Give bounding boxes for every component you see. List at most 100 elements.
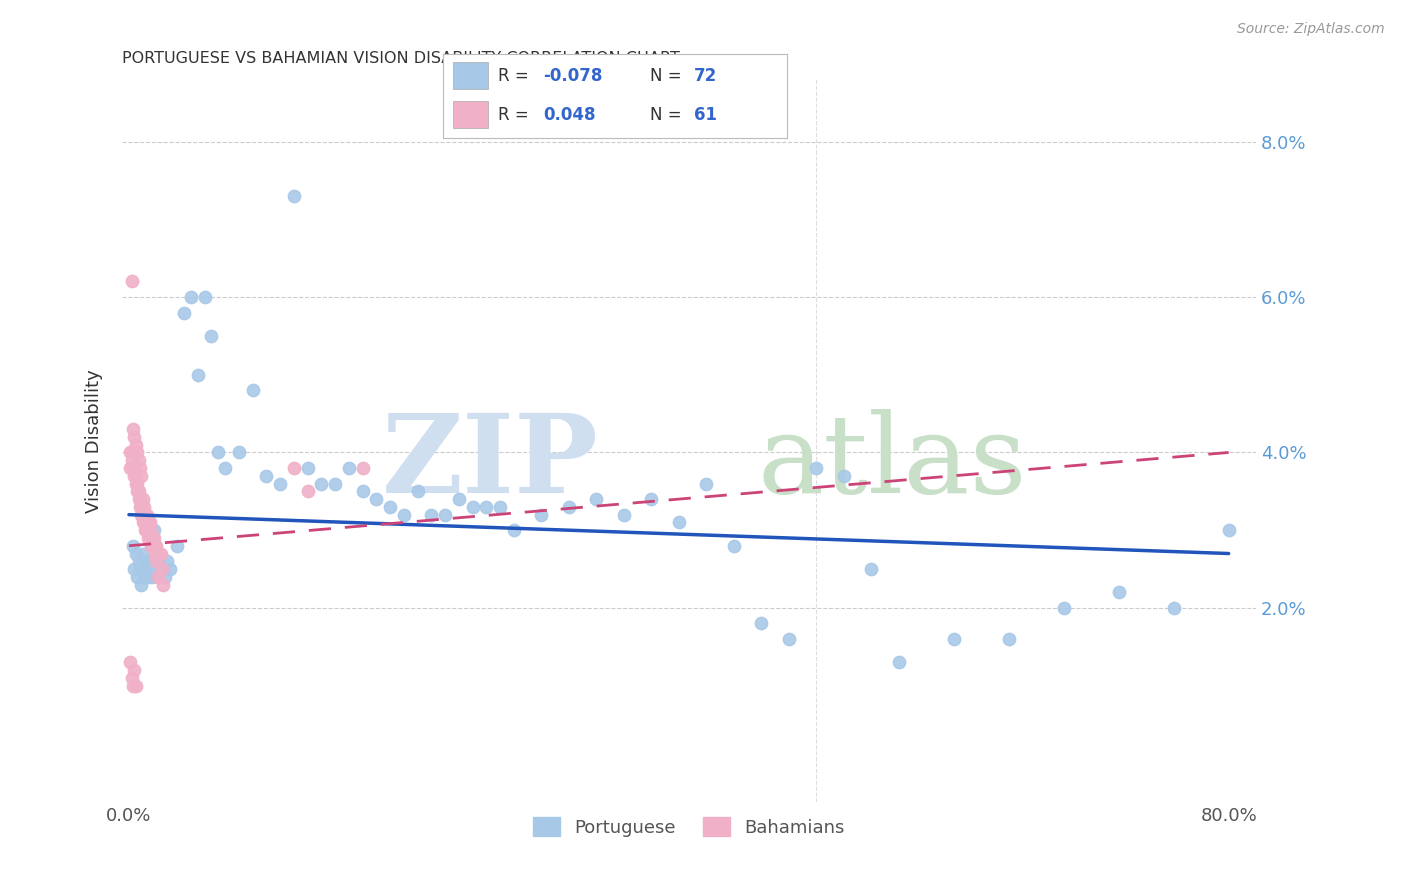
Point: [193, 290, 215, 304]
Point: [134, 523, 156, 537]
Point: [778, 632, 800, 646]
Point: [121, 671, 143, 685]
Point: [297, 461, 319, 475]
Point: [122, 461, 145, 475]
Point: [135, 523, 157, 537]
Point: [129, 500, 152, 514]
Point: [159, 562, 181, 576]
Point: [121, 445, 143, 459]
Point: [138, 516, 160, 530]
Point: [132, 516, 155, 530]
Text: PORTUGUESE VS BAHAMIAN VISION DISABILITY CORRELATION CHART: PORTUGUESE VS BAHAMIAN VISION DISABILITY…: [122, 51, 681, 66]
Point: [1053, 601, 1076, 615]
Point: [129, 577, 152, 591]
Point: [132, 570, 155, 584]
Point: [242, 384, 264, 398]
Point: [135, 508, 157, 522]
Point: [145, 547, 167, 561]
Point: [283, 461, 305, 475]
Point: [145, 554, 167, 568]
Point: [337, 461, 360, 475]
Point: [530, 508, 553, 522]
Text: ZIP: ZIP: [381, 409, 599, 516]
Point: [613, 508, 636, 522]
Point: [128, 492, 150, 507]
Point: [124, 663, 146, 677]
Point: [129, 492, 152, 507]
Point: [149, 547, 172, 561]
Point: [323, 476, 346, 491]
Point: [127, 484, 149, 499]
Point: [120, 461, 142, 475]
Point: [283, 189, 305, 203]
Point: [142, 531, 165, 545]
Point: [141, 531, 163, 545]
Point: [150, 562, 173, 576]
Text: N =: N =: [650, 67, 686, 85]
Point: [138, 554, 160, 568]
Point: [311, 476, 333, 491]
Point: [129, 508, 152, 522]
Point: [420, 508, 443, 522]
Point: [997, 632, 1019, 646]
Point: [143, 539, 166, 553]
Text: 0.048: 0.048: [543, 105, 595, 123]
Point: [143, 554, 166, 568]
Point: [143, 547, 166, 561]
Point: [668, 516, 690, 530]
Point: [640, 492, 662, 507]
Point: [723, 539, 745, 553]
Point: [1108, 585, 1130, 599]
Point: [254, 468, 277, 483]
Point: [124, 468, 146, 483]
Point: [127, 570, 149, 584]
Point: [120, 656, 142, 670]
Point: [124, 461, 146, 475]
Point: [131, 492, 153, 507]
Bar: [453, 62, 488, 89]
Point: [125, 476, 148, 491]
Point: [297, 484, 319, 499]
Point: [187, 368, 209, 382]
Point: [489, 500, 512, 514]
Point: [406, 484, 429, 499]
Point: [156, 554, 179, 568]
Point: [122, 422, 145, 436]
Point: [120, 445, 142, 459]
Point: [121, 275, 143, 289]
Point: [1163, 601, 1185, 615]
Point: [434, 508, 457, 522]
Point: [352, 461, 374, 475]
Point: [1218, 523, 1240, 537]
Point: [207, 445, 229, 459]
Point: [134, 508, 156, 522]
Point: [145, 539, 167, 553]
Point: [378, 500, 401, 514]
Point: [749, 616, 772, 631]
Bar: [453, 101, 488, 128]
Text: R =: R =: [498, 67, 534, 85]
Point: [166, 539, 188, 553]
Point: [125, 468, 148, 483]
Point: [128, 484, 150, 499]
Point: [131, 516, 153, 530]
Point: [942, 632, 965, 646]
Point: [128, 554, 150, 568]
Point: [806, 461, 828, 475]
Point: [214, 461, 236, 475]
Point: [558, 500, 581, 514]
Point: [131, 547, 153, 561]
Point: [860, 562, 883, 576]
Point: [125, 547, 148, 561]
Point: [139, 523, 162, 537]
Text: 61: 61: [695, 105, 717, 123]
Text: N =: N =: [650, 105, 686, 123]
Point: [127, 476, 149, 491]
Point: [832, 468, 855, 483]
Point: [502, 523, 524, 537]
Point: [447, 492, 470, 507]
Point: [127, 445, 149, 459]
Point: [122, 461, 145, 475]
Point: [134, 554, 156, 568]
Point: [148, 547, 170, 561]
